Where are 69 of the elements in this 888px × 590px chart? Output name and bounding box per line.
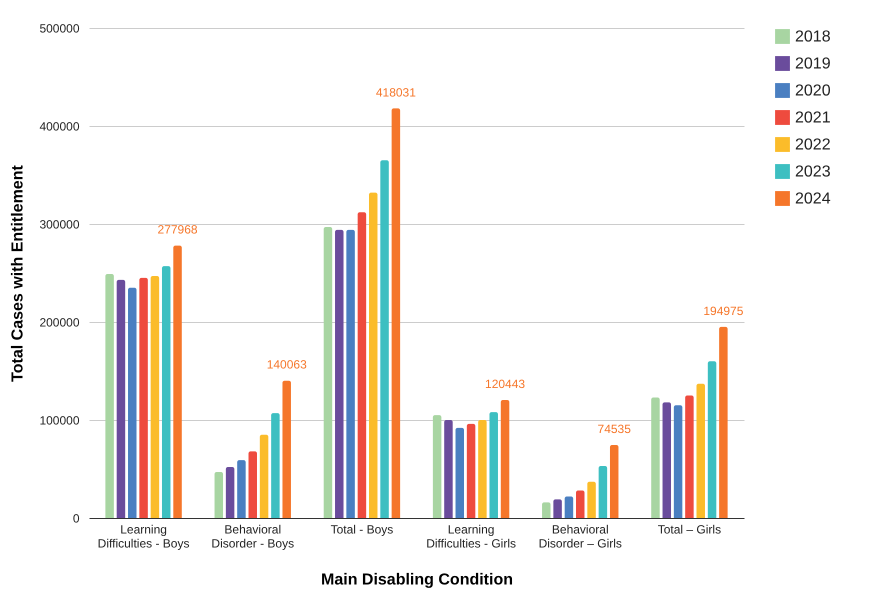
y-tick-label: 100000 [39, 414, 80, 428]
data-label: 140063 [266, 358, 308, 372]
bar [282, 380, 291, 518]
data-label: 418031 [376, 85, 416, 100]
y-axis-title: Total Cases with Entitlement [9, 164, 26, 382]
bar [696, 384, 705, 518]
bar [456, 428, 464, 518]
bar [116, 280, 126, 518]
x-axis-title: Main Disabling Condition [321, 572, 513, 588]
bar [542, 502, 551, 518]
bar [248, 451, 257, 518]
bar [651, 397, 660, 518]
bar [444, 420, 453, 518]
y-tick-label: 0 [72, 512, 80, 526]
bar [610, 444, 618, 518]
x-tick-label: Behavioral Disorder - Boys [211, 522, 294, 550]
bar [128, 288, 137, 518]
bar [173, 246, 182, 518]
bar [162, 266, 170, 518]
bar [674, 405, 682, 518]
bar [685, 396, 694, 518]
bar [598, 466, 608, 518]
legend-label: 2021 [795, 110, 831, 126]
legend-label: 2018 [795, 28, 831, 46]
x-tick-label: Total – Girls [658, 522, 722, 536]
bar [105, 274, 114, 518]
bar [380, 160, 389, 518]
legend-label: 2020 [795, 82, 831, 100]
bar [392, 108, 400, 518]
bar [719, 326, 728, 518]
bar [271, 413, 280, 518]
data-label: 120443 [485, 376, 526, 391]
legend-label: 2019 [795, 56, 831, 72]
legend-label: 2023 [795, 164, 831, 180]
bar [260, 434, 268, 518]
legend-label: 2022 [795, 136, 831, 154]
x-tick-label: Behavioral Disorder – Girls [538, 522, 622, 550]
bar [432, 415, 442, 518]
bar [708, 361, 716, 518]
bar [346, 230, 355, 518]
bar [587, 482, 596, 518]
bar [564, 496, 574, 518]
bar [150, 276, 160, 518]
x-tick-label: Learning Difficulties - Boys [98, 522, 190, 550]
bar [214, 472, 224, 518]
bar [237, 460, 246, 518]
y-tick-label: 300000 [39, 218, 80, 232]
bar [576, 490, 584, 518]
bar [335, 230, 344, 518]
bar [553, 499, 562, 518]
x-tick-label: Total - Boys [330, 522, 394, 536]
y-tick-label: 400000 [39, 120, 80, 134]
y-tick-label: 500000 [39, 22, 80, 36]
y-tick-label: 200000 [39, 316, 80, 330]
bar [662, 402, 672, 518]
bar [358, 212, 366, 518]
data-label: 194975 [703, 304, 744, 318]
data-label: 277968 [158, 222, 198, 237]
x-tick-label: Learning Difficulties - Girls [426, 522, 516, 550]
bar [489, 412, 498, 518]
bar [466, 424, 476, 518]
bar [478, 420, 487, 518]
bar [226, 467, 234, 518]
bar [500, 400, 510, 518]
legend-label: 2024 [795, 190, 831, 208]
data-label: 74535 [598, 422, 632, 436]
bar [139, 278, 148, 518]
bar [324, 226, 332, 518]
bar [368, 192, 378, 518]
